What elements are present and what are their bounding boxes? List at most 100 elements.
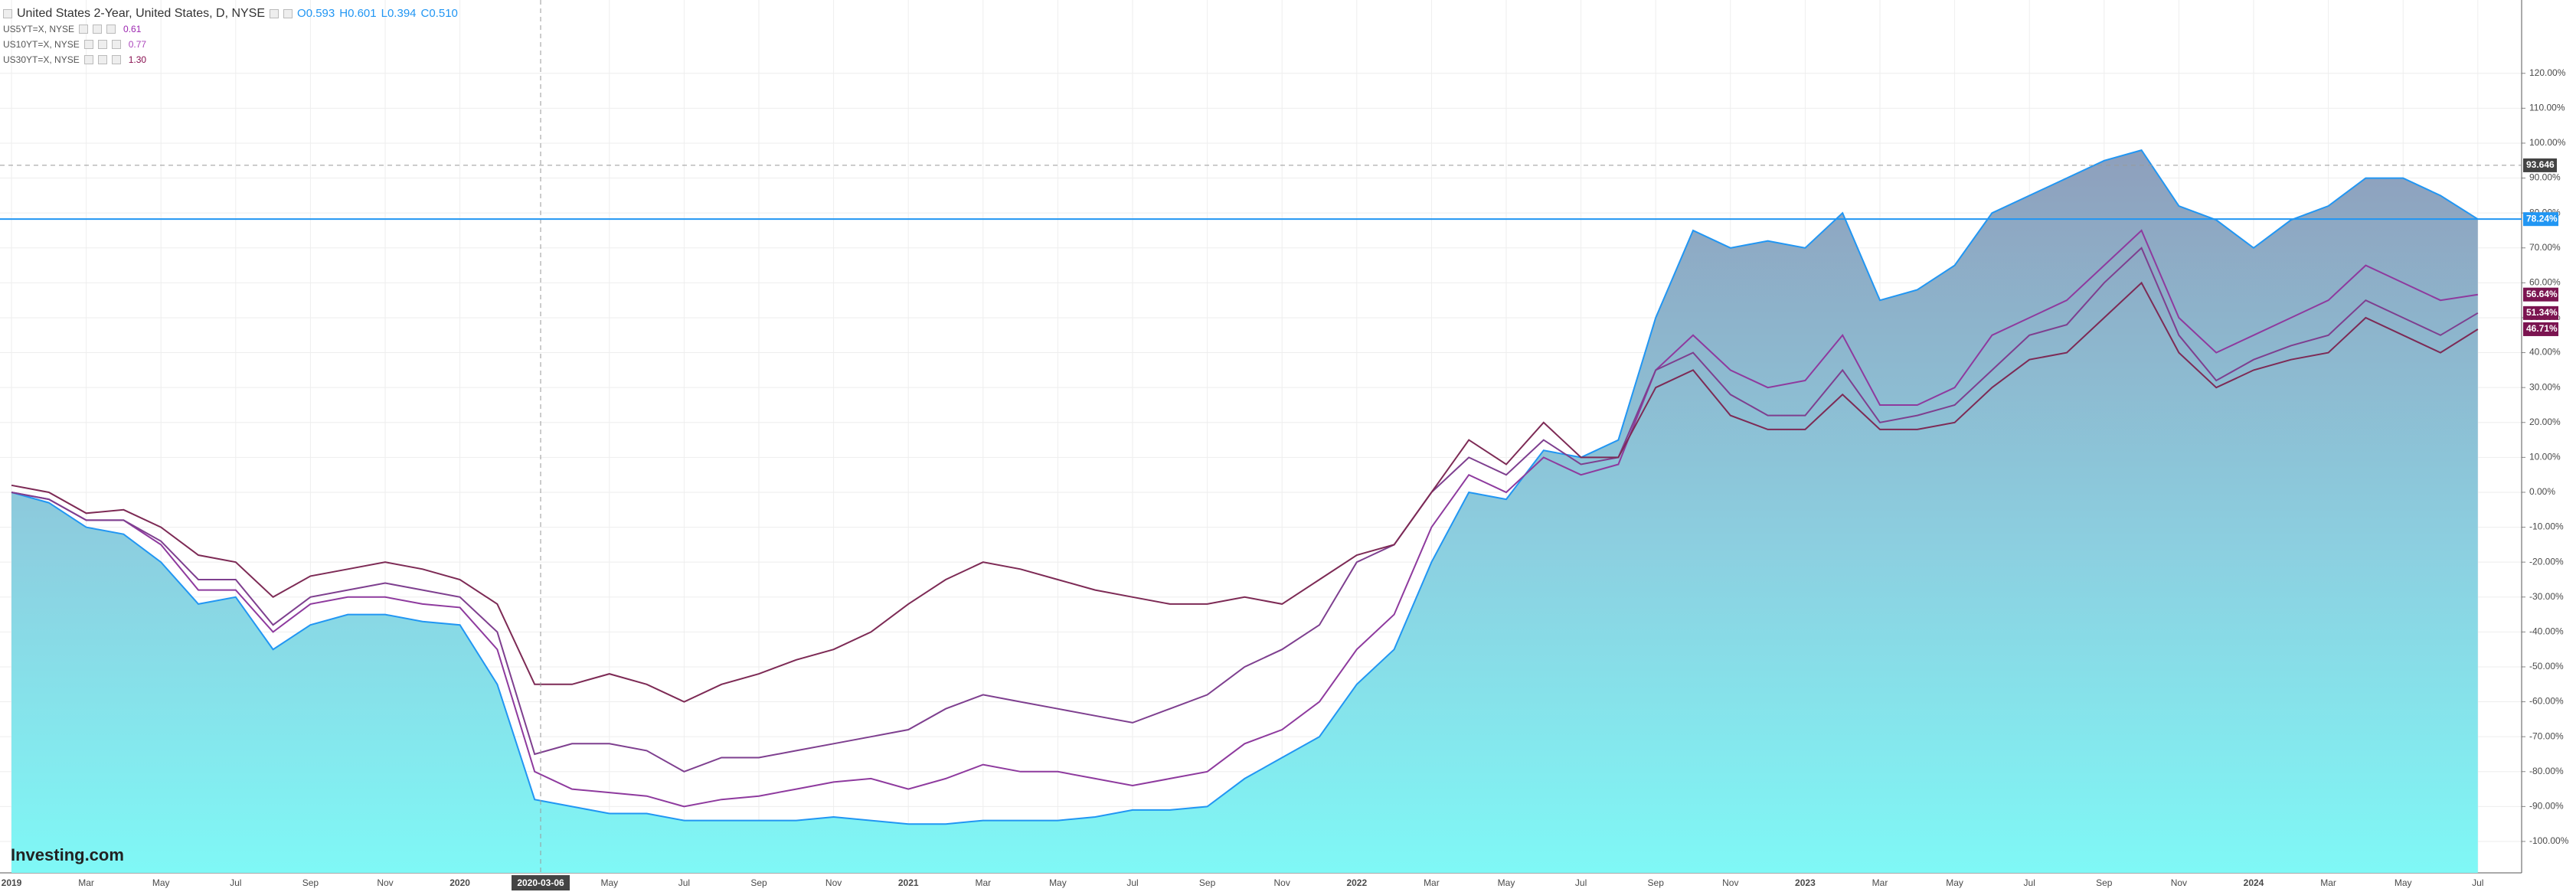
x-tick-label: 2020 [449, 877, 470, 888]
last-value-bg [2523, 306, 2558, 320]
last-value-label: 56.64% [2526, 289, 2558, 299]
y-tick-label: -50.00% [2529, 661, 2564, 671]
ohlc: O0.593 H0.601 L0.394 C0.510 [297, 6, 463, 21]
y-tick-label: -70.00% [2529, 730, 2564, 741]
y-tick-label: 110.00% [2529, 103, 2565, 113]
legend: United States 2-Year, United States, D, … [3, 6, 463, 67]
y-tick-label: -60.00% [2529, 696, 2564, 707]
legend-button[interactable] [111, 40, 121, 49]
legend-name: US10YT=X, NYSE [3, 39, 80, 50]
legend-name: US5YT=X, NYSE [3, 24, 75, 34]
x-tick-label: Sep [750, 877, 767, 888]
crosshair-x-label: 2020-03-06 [517, 877, 564, 888]
y-tick-label: -30.00% [2529, 591, 2564, 602]
x-tick-label: Sep [2096, 877, 2113, 888]
x-tick-label: 2022 [1346, 877, 1367, 888]
close-button[interactable] [283, 9, 293, 18]
collapse-button[interactable] [3, 9, 12, 18]
legend-rows: US5YT=X, NYSE 0.61 US10YT=X, NYSE 0.77 US30Y… [3, 21, 463, 67]
x-tick-label: May [1498, 877, 1515, 888]
legend-button[interactable] [97, 40, 107, 49]
series-line [11, 281, 2479, 703]
last-value-bg [2523, 287, 2558, 302]
x-tick-label: May [600, 877, 618, 888]
x-tick-label: 2019 [2, 877, 22, 888]
x-tick-label: Jul [678, 877, 690, 888]
x-tick-label: Mar [1424, 877, 1440, 888]
x-tick-label: Sep [302, 877, 319, 888]
x-tick-label: Jul [1575, 877, 1587, 888]
series-line [11, 229, 2478, 808]
x-tick-label: Nov [1722, 877, 1738, 888]
crosshair-y-label-bg [2523, 158, 2557, 172]
y-tick-label: -80.00% [2529, 766, 2564, 776]
legend-button[interactable] [83, 55, 93, 64]
x-tick-label: Sep [1199, 877, 1216, 888]
legend-row: US10YT=X, NYSE 0.77 [3, 37, 463, 52]
x-tick-label: Jul [2472, 877, 2483, 888]
series-line [11, 247, 2479, 773]
y-tick-label: 40.00% [2529, 347, 2561, 358]
x-tick-label: May [2395, 877, 2412, 888]
y-tick-label: -40.00% [2529, 626, 2564, 637]
ohlc-value: H0.601 [339, 7, 377, 20]
x-tick-label: Jul [1126, 877, 1138, 888]
legend-quote: 0.77 [128, 39, 147, 50]
crosshair-x-label-bg [512, 875, 570, 890]
y-tick-label: -100.00% [2529, 835, 2569, 846]
x-tick-label: Mar [1872, 877, 1888, 888]
x-tick-label: Jul [2024, 877, 2035, 888]
y-tick-label: 30.00% [2529, 381, 2561, 392]
legend-button[interactable] [111, 55, 121, 64]
area-fill [11, 150, 2478, 874]
x-tick-label: Nov [1274, 877, 1290, 888]
legend-row: US5YT=X, NYSE 0.61 [3, 21, 463, 37]
legend-quote: 1.30 [128, 54, 147, 65]
x-tick-label: May [1049, 877, 1067, 888]
y-tick-label: -90.00% [2529, 801, 2564, 812]
y-tick-label: -10.00% [2529, 521, 2564, 532]
logo: Investing.com [11, 845, 124, 864]
y-tick-label: 0.00% [2529, 486, 2555, 497]
y-tick-label: 100.00% [2529, 137, 2566, 148]
crosshair-y-label: 93.646 [2526, 159, 2555, 170]
legend-button[interactable] [79, 25, 89, 34]
series-line [11, 149, 2479, 825]
x-tick-label: Nov [2171, 877, 2187, 888]
x-tick-label: Nov [377, 877, 393, 888]
last-value-bg [2523, 322, 2558, 336]
y-tick-label: 70.00% [2529, 242, 2561, 253]
legend-button[interactable] [93, 25, 103, 34]
legend-main: United States 2-Year, United States, D, … [3, 6, 463, 21]
legend-row: US30YT=X, NYSE 1.30 [3, 52, 463, 67]
ohlc-value: C0.510 [420, 7, 458, 20]
legend-button[interactable] [106, 25, 116, 34]
legend-button[interactable] [83, 40, 93, 49]
x-tick-label: Mar [975, 877, 991, 888]
y-tick-label: 60.00% [2529, 277, 2561, 288]
settings-button[interactable] [270, 9, 280, 18]
y-tick-label: -20.00% [2529, 556, 2564, 567]
x-tick-label: Mar [2320, 877, 2336, 888]
legend-button[interactable] [97, 55, 107, 64]
x-tick-label: Sep [1648, 877, 1665, 888]
x-tick-label: 2024 [2244, 877, 2264, 888]
last-value-label: 78.24% [2526, 213, 2558, 224]
x-tick-label: Nov [825, 877, 842, 888]
x-tick-label: May [152, 877, 170, 888]
y-tick-label: 90.00% [2529, 172, 2561, 183]
x-tick-label: 2021 [898, 877, 919, 888]
y-tick-label: 120.00% [2529, 67, 2566, 78]
ohlc-value: L0.394 [381, 7, 417, 20]
x-tick-label: Jul [230, 877, 241, 888]
last-value-bg [2523, 212, 2558, 227]
last-value-label: 51.34% [2526, 307, 2558, 318]
legend-quote: 0.61 [123, 24, 142, 34]
y-tick-label: 10.00% [2529, 452, 2561, 462]
legend-name: US30YT=X, NYSE [3, 54, 80, 65]
last-value-label: 46.71% [2526, 323, 2558, 334]
ohlc-value: O0.593 [297, 7, 335, 20]
x-tick-label: 2023 [1795, 877, 1816, 888]
